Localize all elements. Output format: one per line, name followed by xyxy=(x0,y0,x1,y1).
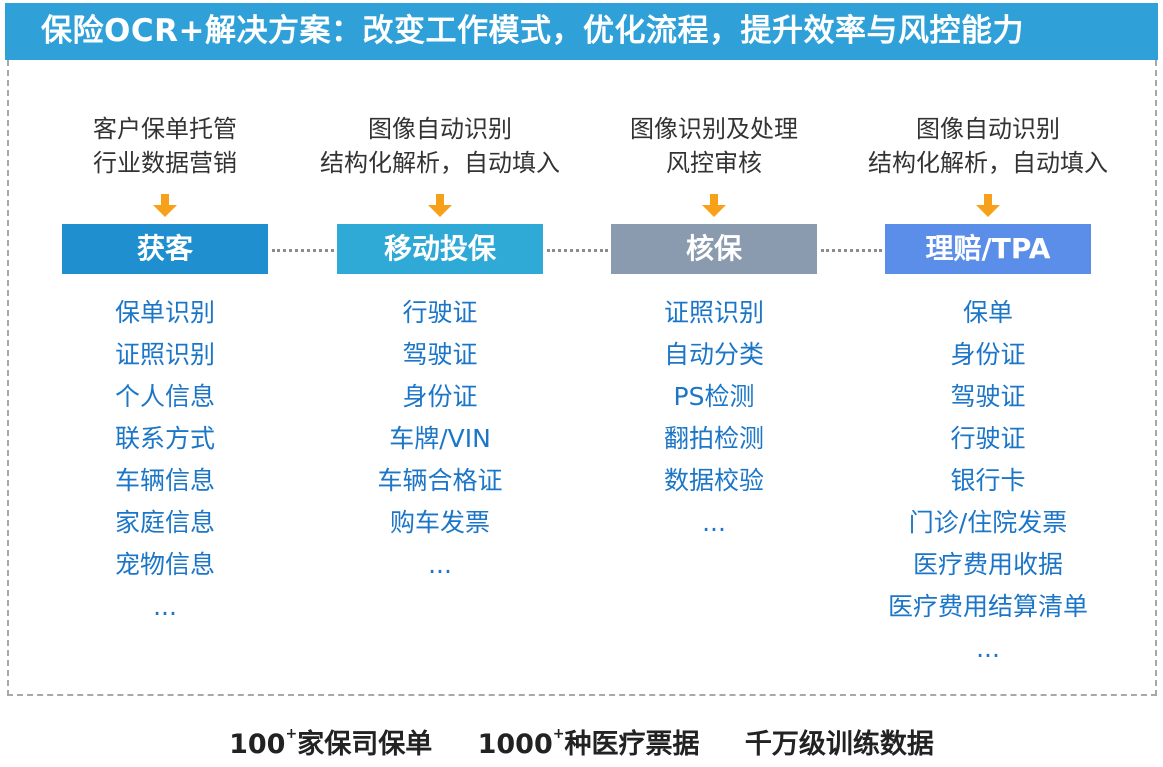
list-item: 身份证 xyxy=(950,340,1026,369)
list-item: ... xyxy=(153,592,177,621)
column-description: 图像自动识别 结构化解析，自动填入 xyxy=(858,112,1118,184)
list-item: 身份证 xyxy=(402,382,478,411)
list-mobile-insure: 行驶证 驾驶证 身份证 车牌/VIN 车辆合格证 购车发票 ... xyxy=(310,292,570,586)
arrow-down-icon xyxy=(153,194,177,218)
stage-acquisition: 获客 xyxy=(62,224,268,274)
list-item: 家庭信息 xyxy=(114,508,215,537)
stat-plus: + xyxy=(285,726,298,742)
list-item: 行驶证 xyxy=(402,298,478,327)
list-item: ... xyxy=(702,508,726,537)
stage-mobile-insure: 移动投保 xyxy=(337,224,543,274)
connector-line xyxy=(821,249,882,252)
list-item: ... xyxy=(428,550,452,579)
list-item: 个人信息 xyxy=(114,382,215,411)
list-item: 保单 xyxy=(962,298,1013,327)
description-line: 风控审核 xyxy=(666,149,762,177)
list-item: 证照识别 xyxy=(114,340,215,369)
stat-number: 1000 xyxy=(477,729,553,760)
description-line: 图像自动识别 xyxy=(368,115,512,143)
description-line: 客户保单托管 xyxy=(93,115,237,143)
stat-receipts: 1000+种医疗票据 xyxy=(478,722,700,761)
list-item: 银行卡 xyxy=(950,466,1026,495)
dashed-frame xyxy=(7,60,1157,696)
stat-number: 100 xyxy=(229,729,286,760)
page-title: 保险OCR+解决方案：改变工作模式，优化流程，提升效率与风控能力 xyxy=(5,3,1158,60)
column-claims: 图像自动识别 结构化解析，自动填入 xyxy=(858,112,1118,218)
list-underwriting: 证照识别 自动分类 PS检测 翻拍检测 数据校验 ... xyxy=(584,292,844,544)
list-item: 证照识别 xyxy=(663,298,764,327)
description-line: 结构化解析，自动填入 xyxy=(320,149,560,177)
list-item: PS检测 xyxy=(673,382,755,411)
list-claims: 保单 身份证 驾驶证 行驶证 银行卡 门诊/住院发票 医疗费用收据 医疗费用结算… xyxy=(858,292,1118,670)
list-item: 联系方式 xyxy=(114,424,215,453)
list-item: 自动分类 xyxy=(663,340,764,369)
stat-label: 种医疗票据 xyxy=(564,729,700,760)
stat-policies: 100+家保司保单 xyxy=(229,722,432,761)
list-item: ... xyxy=(976,634,1000,663)
list-acquisition: 保单识别 证照识别 个人信息 联系方式 车辆信息 家庭信息 宠物信息 ... xyxy=(35,292,295,628)
description-line: 图像自动识别 xyxy=(916,115,1060,143)
column-acquisition: 客户保单托管 行业数据营销 xyxy=(35,112,295,218)
list-item: 车牌/VIN xyxy=(389,424,491,453)
description-line: 结构化解析，自动填入 xyxy=(868,149,1108,177)
column-mobile-insure: 图像自动识别 结构化解析，自动填入 xyxy=(310,112,570,218)
column-description: 图像自动识别 结构化解析，自动填入 xyxy=(310,112,570,184)
stage-underwriting: 核保 xyxy=(611,224,817,274)
list-item: 车辆信息 xyxy=(114,466,215,495)
list-item: 保单识别 xyxy=(114,298,215,327)
connector-line xyxy=(272,249,334,252)
footer-stats: 100+家保司保单 1000+种医疗票据 千万级训练数据 xyxy=(0,722,1163,761)
list-item: 购车发票 xyxy=(389,508,490,537)
list-item: 医疗费用结算清单 xyxy=(887,592,1088,621)
list-item: 宠物信息 xyxy=(114,550,215,579)
stage-claims: 理赔/TPA xyxy=(885,224,1091,274)
column-description: 客户保单托管 行业数据营销 xyxy=(35,112,295,184)
stat-training-data: 千万级训练数据 xyxy=(745,722,934,761)
arrow-down-icon xyxy=(976,194,1000,218)
stat-label: 千万级训练数据 xyxy=(744,729,934,760)
list-item: 驾驶证 xyxy=(950,382,1026,411)
list-item: 门诊/住院发票 xyxy=(908,508,1068,537)
column-underwriting: 图像识别及处理 风控审核 xyxy=(584,112,844,218)
list-item: 翻拍检测 xyxy=(663,424,764,453)
arrow-down-icon xyxy=(428,194,452,218)
description-line: 行业数据营销 xyxy=(93,149,237,177)
list-item: 驾驶证 xyxy=(402,340,478,369)
list-item: 车辆合格证 xyxy=(377,466,503,495)
list-item: 数据校验 xyxy=(663,466,764,495)
list-item: 医疗费用收据 xyxy=(912,550,1063,579)
stat-label: 家保司保单 xyxy=(297,729,433,760)
column-description: 图像识别及处理 风控审核 xyxy=(584,112,844,184)
connector-line xyxy=(547,249,608,252)
arrow-down-icon xyxy=(702,194,726,218)
description-line: 图像识别及处理 xyxy=(630,115,798,143)
list-item: 行驶证 xyxy=(950,424,1026,453)
stat-plus: + xyxy=(552,726,565,742)
